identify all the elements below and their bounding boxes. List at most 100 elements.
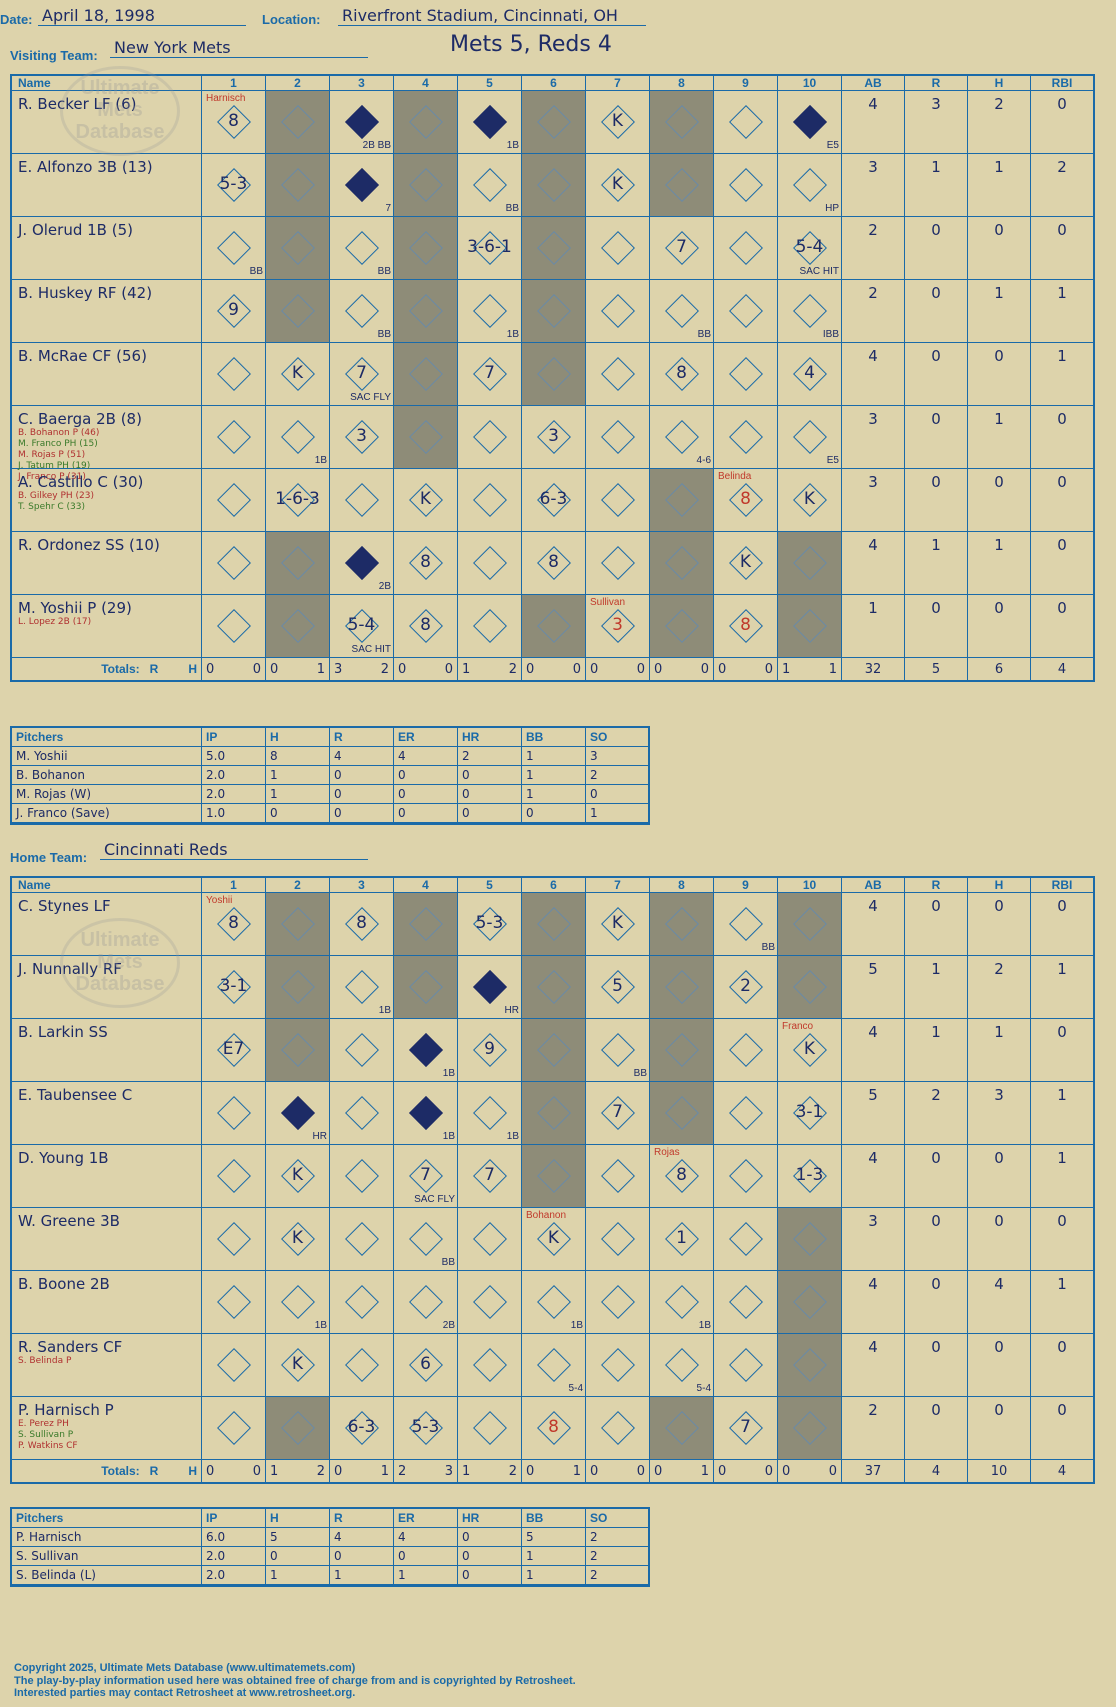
stat-cell: 0: [905, 595, 968, 658]
inning-runs: 1: [270, 1463, 279, 1479]
at-bat-cell: [330, 469, 394, 532]
player-name-cell: W. Greene 3B: [12, 1208, 202, 1271]
stat-cell: 1: [1031, 956, 1094, 1019]
play-note: SAC FLY: [414, 1194, 455, 1205]
stat-cell: 2: [842, 1397, 905, 1460]
substitute-name: E. Perez PH: [18, 1419, 69, 1429]
at-bat-cell: [266, 1397, 330, 1460]
inning-runs: 0: [206, 661, 215, 677]
inning-header: 6: [522, 878, 586, 893]
stat-cell: 3: [842, 154, 905, 217]
inning-hits: 0: [764, 1463, 773, 1479]
base-diamond: [216, 231, 251, 265]
base-diamond: [408, 1096, 443, 1130]
at-bat-cell: [778, 532, 842, 595]
play-result: 2: [740, 976, 751, 996]
base-diamond: [536, 357, 571, 391]
at-bat-cell: [778, 893, 842, 956]
stat-cell: 0: [968, 343, 1031, 406]
stat-cell: 5: [842, 956, 905, 1019]
at-bat-cell: [522, 1145, 586, 1208]
watermark-word: Ultimate: [80, 77, 160, 99]
at-bat-cell: 8: [330, 893, 394, 956]
base-diamond: [664, 1411, 699, 1445]
play-note: SAC HIT: [799, 266, 839, 277]
stat-header: R: [905, 76, 968, 91]
base-diamond: [280, 168, 315, 202]
base-diamond: [408, 970, 443, 1004]
substitute-name: J. Tatum PH (19): [18, 461, 91, 471]
inning-header: 2: [266, 878, 330, 893]
stat-cell: 0: [968, 1334, 1031, 1397]
visitors-grid: Name 1 2 3 4 5 6 7 8 9 10 AB R H RBI R. Becker LF (6) 8 H…: [12, 76, 1094, 680]
play-note: HP: [825, 203, 839, 214]
play-result: 6-3: [347, 1417, 376, 1437]
base-diamond: [536, 294, 571, 328]
base-diamond: [728, 105, 763, 139]
base-diamond: [792, 105, 827, 139]
inning-runs: 3: [334, 661, 343, 677]
pitcher-stat: 0: [458, 766, 522, 785]
at-bat-cell: [522, 956, 586, 1019]
at-bat-cell: 3-1: [778, 1082, 842, 1145]
at-bat-cell: 2: [714, 956, 778, 1019]
base-diamond: [536, 1159, 571, 1193]
base-diamond: [408, 420, 443, 454]
player-name-cell: B. Larkin SS: [12, 1019, 202, 1082]
at-bat-cell: 1B: [394, 1019, 458, 1082]
base-diamond: [536, 970, 571, 1004]
play-note: BB: [505, 203, 519, 214]
pitcher-stat: 2: [586, 1528, 650, 1547]
play-note: 5-4: [568, 1383, 583, 1394]
player-name: M. Yoshii P (29): [18, 599, 132, 617]
pitching-change-note: Franco: [782, 1021, 814, 1032]
stat-cell: 0: [905, 343, 968, 406]
play-result: 7: [420, 1165, 431, 1185]
stat-cell: 0: [905, 1334, 968, 1397]
at-bat-cell: [650, 956, 714, 1019]
at-bat-cell: [458, 1271, 522, 1334]
base-diamond: [344, 1096, 379, 1130]
base-diamond: [792, 1222, 827, 1256]
watermark-logo-visitors: Ultimate Mets Database: [60, 66, 180, 156]
base-diamond: [600, 1222, 635, 1256]
pitcher-stat: 1: [394, 1566, 458, 1585]
play-result: 8: [548, 552, 559, 572]
play-result: 1: [676, 1228, 687, 1248]
at-bat-cell: E5: [778, 406, 842, 469]
base-diamond: [280, 231, 315, 265]
player-name-cell: P. Harnisch P E. Perez PH S. Sullivan P P. …: [12, 1397, 202, 1460]
pitcher-header: SO: [586, 1509, 650, 1528]
base-diamond: [792, 1285, 827, 1319]
at-bat-cell: 1B: [330, 956, 394, 1019]
stat-header: H: [968, 76, 1031, 91]
stat-header: RBI: [1031, 76, 1094, 91]
game-total: 4: [905, 1460, 968, 1482]
pitcher-stat: 2: [586, 1547, 650, 1566]
at-bat-cell: 5-3: [458, 893, 522, 956]
base-diamond: [792, 1348, 827, 1382]
pitcher-header: ER: [394, 728, 458, 747]
hits-letter: H: [188, 662, 197, 676]
stat-cell: 2: [842, 217, 905, 280]
base-diamond: [216, 420, 251, 454]
base-diamond: [792, 907, 827, 941]
stat-cell: 4: [842, 1145, 905, 1208]
base-diamond: [408, 1222, 443, 1256]
watermark-word: Database: [75, 973, 165, 995]
base-diamond: [344, 168, 379, 202]
inning-header: 1: [202, 878, 266, 893]
base-diamond: [792, 294, 827, 328]
stat-header: RBI: [1031, 878, 1094, 893]
stat-cell: 1: [968, 1019, 1031, 1082]
stat-header: AB: [842, 878, 905, 893]
base-diamond: [472, 1348, 507, 1382]
at-bat-cell: BB: [714, 893, 778, 956]
stat-cell: 0: [905, 469, 968, 532]
at-bat-cell: 2B BB: [330, 91, 394, 154]
